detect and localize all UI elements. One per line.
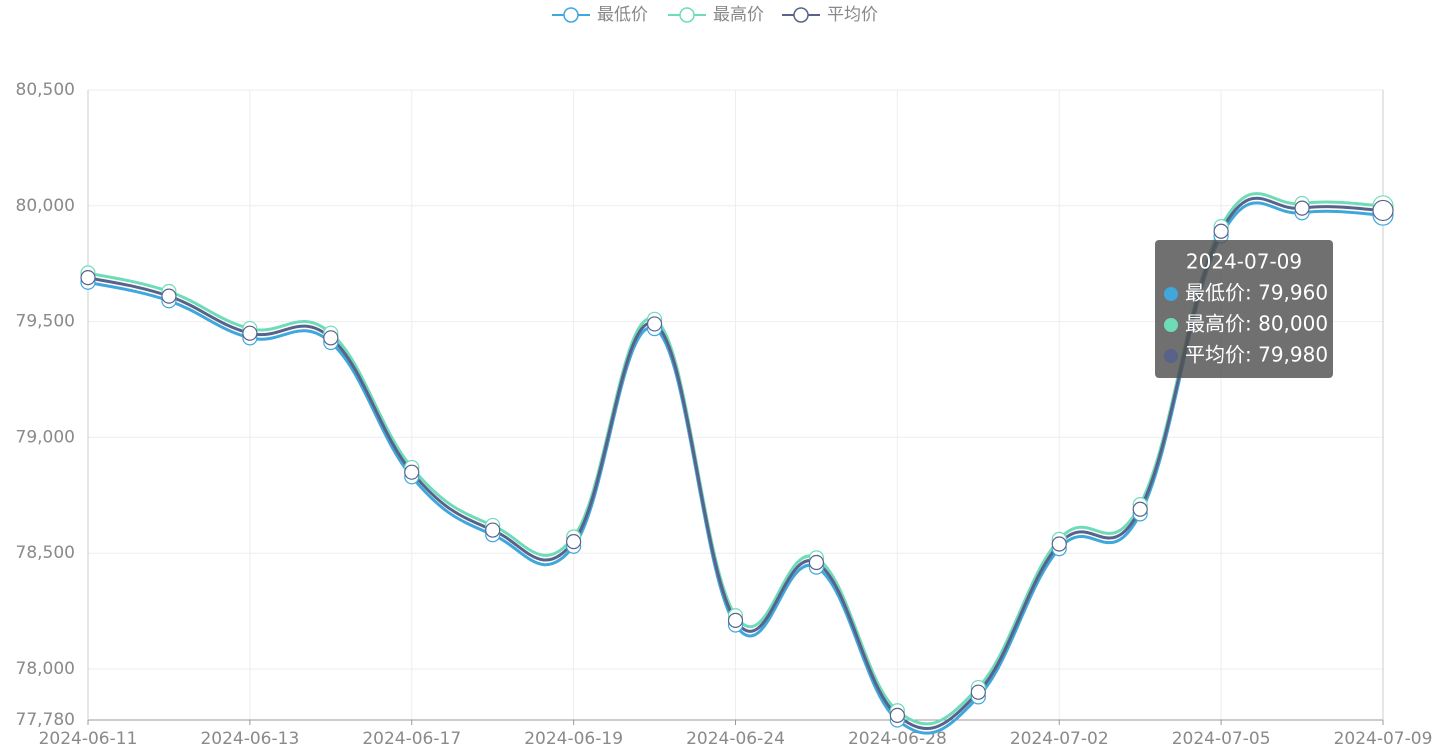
- x-tick-label: 2024-06-19: [524, 729, 623, 749]
- point[interactable]: [970, 684, 986, 700]
- legend-label[interactable]: 最高价: [713, 5, 764, 25]
- y-tick-label: 78,000: [16, 659, 75, 679]
- point[interactable]: [727, 612, 744, 629]
- point[interactable]: [1294, 200, 1310, 216]
- point[interactable]: [1132, 501, 1148, 517]
- x-tick-label: 2024-06-24: [686, 729, 785, 749]
- point[interactable]: [808, 554, 825, 571]
- legend-icon: [563, 7, 579, 23]
- y-tick-label: 79,000: [16, 427, 75, 447]
- point[interactable]: [566, 534, 582, 550]
- tooltip-title: 2024-07-09: [1186, 250, 1302, 274]
- x-tick-label: 2024-07-02: [1010, 729, 1109, 749]
- point[interactable]: [1372, 199, 1394, 222]
- point[interactable]: [323, 330, 339, 346]
- legend-label[interactable]: 最低价: [597, 5, 648, 25]
- series-line: [87, 196, 1384, 731]
- tooltip-dot: [1164, 318, 1178, 332]
- point[interactable]: [646, 316, 663, 332]
- point[interactable]: [889, 707, 905, 723]
- legend-icon: [679, 7, 695, 23]
- x-tick-label: 2024-07-05: [1172, 729, 1271, 749]
- point[interactable]: [485, 522, 501, 538]
- point[interactable]: [80, 270, 96, 286]
- tooltip-box: [1155, 240, 1333, 378]
- point[interactable]: [404, 464, 420, 480]
- tooltip-dot: [1164, 287, 1178, 301]
- tooltip-row: 最低价: 79,960: [1185, 281, 1328, 305]
- y-tick-label: 80,000: [16, 196, 75, 216]
- point[interactable]: [1213, 223, 1229, 239]
- legend-icon: [793, 7, 809, 23]
- x-tick-label: 2024-06-17: [362, 729, 461, 749]
- x-tick-label: 2024-07-09: [1334, 729, 1433, 749]
- x-tick-label: 2024-06-11: [39, 729, 138, 749]
- tooltip-row: 平均价: 79,980: [1185, 343, 1328, 367]
- point[interactable]: [242, 325, 258, 341]
- y-tick-label: 77,780: [16, 710, 75, 730]
- y-tick-label: 79,500: [16, 312, 75, 332]
- y-tick-label: 78,500: [16, 543, 75, 563]
- point[interactable]: [1051, 536, 1067, 552]
- y-tick-label: 80,500: [16, 80, 75, 100]
- legend-label[interactable]: 平均价: [827, 5, 878, 25]
- tooltip-dot: [1164, 349, 1178, 363]
- x-tick-label: 2024-06-13: [200, 729, 299, 749]
- point[interactable]: [161, 288, 177, 304]
- tooltip-row: 最高价: 80,000: [1185, 312, 1328, 336]
